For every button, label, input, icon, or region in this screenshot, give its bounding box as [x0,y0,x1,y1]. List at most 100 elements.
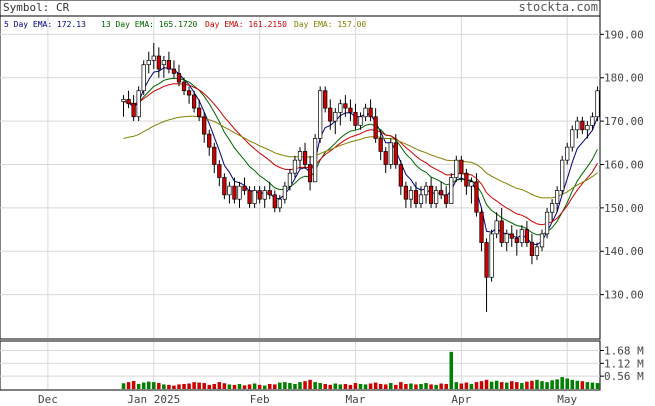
candle-body-up [313,138,318,183]
volume-bar [288,383,292,389]
candle-body-down [176,73,182,83]
y-tick-label: 170.00 [604,115,644,128]
volume-tick-label: 1.12 M [604,357,644,370]
volume-bar [333,383,338,389]
candle [277,194,282,213]
volume-bar [273,384,277,389]
candle [388,138,393,169]
volume-bar [358,383,363,389]
candle-body-up [146,60,151,66]
candle-body-down [479,211,484,243]
volume-bar [167,384,171,389]
volume-bar [489,381,494,389]
volume-bar [510,381,514,389]
candle [348,99,353,122]
candle-body-down [232,185,237,200]
candle-body-up [292,159,298,174]
candle [474,173,479,217]
candle-body-down [267,190,272,196]
candle [398,160,403,195]
volume-bar [525,381,529,389]
candle-body-down [171,68,177,74]
candle [368,99,373,122]
volume-bar [504,382,509,389]
candle-body-up [408,190,414,200]
volume-pane [0,340,601,391]
candle-body-up [237,185,242,200]
candle [509,225,514,247]
candle [489,229,494,282]
volume-bar [212,383,217,389]
volume-bar [409,383,413,389]
candle-body-down [529,242,535,256]
candle-body-up [297,151,303,161]
candle [176,64,182,87]
volume-bar [146,381,151,389]
candles [121,43,600,312]
candle-body-down [439,190,444,196]
candle-body-up [449,177,454,204]
legend-olive-day-ema: Day EMA: 157.00 [294,20,366,29]
candle-body-down [509,233,514,239]
grid [0,17,600,389]
candle-body-down [302,151,308,165]
candle-body-down [383,151,388,165]
volume-bar [141,382,146,389]
candle-body-down [257,190,262,200]
volume-bar [363,384,368,389]
candle [313,134,318,183]
candle [408,186,414,208]
candle [302,142,308,169]
candle [237,181,242,208]
volume-bar [555,379,559,389]
y-tick-label: 160.00 [604,158,644,171]
volume-bar [267,383,272,389]
candle [307,155,313,191]
candle [136,86,141,122]
volume-bar [550,380,554,389]
volume-bar [565,378,569,389]
candle [146,51,151,74]
candle [171,60,177,78]
candle-body-down [247,190,252,204]
candle [333,108,338,135]
volume-bar [182,383,186,389]
candle-body-up [454,159,459,178]
candle [403,181,408,208]
volume-bar [368,383,373,389]
volume-bar [328,384,333,389]
candle [252,186,257,208]
candle-body-down [348,107,353,113]
volume-bar [222,383,227,389]
x-tick-label: Dec [38,393,58,406]
volume-bar [207,384,212,389]
volume-bar [121,383,126,389]
candle-body-down [202,116,207,135]
candle-body-up [333,112,338,122]
volume-bar [152,382,156,389]
volume-bar [338,384,343,389]
candle-body-down [217,164,222,178]
candle [363,103,368,122]
volume-bar [570,379,575,389]
candle [428,177,434,208]
candle [373,108,378,143]
candle-body-up [469,181,474,187]
candle [413,181,419,208]
candle [156,47,161,78]
candle [272,190,277,213]
candle-body-up [570,129,575,148]
candle-body-down [156,55,161,70]
volume-bar [449,351,454,389]
candle [560,155,565,195]
candle-body-down [368,107,373,118]
candle-body-up [161,60,166,66]
ema-line-2 [123,83,598,226]
candle [539,229,545,252]
candle [590,112,595,130]
candle [227,181,232,204]
candle-body-down [212,146,217,165]
candle [217,160,222,187]
y-tick-label: 140.00 [604,245,644,258]
candle [479,207,484,252]
